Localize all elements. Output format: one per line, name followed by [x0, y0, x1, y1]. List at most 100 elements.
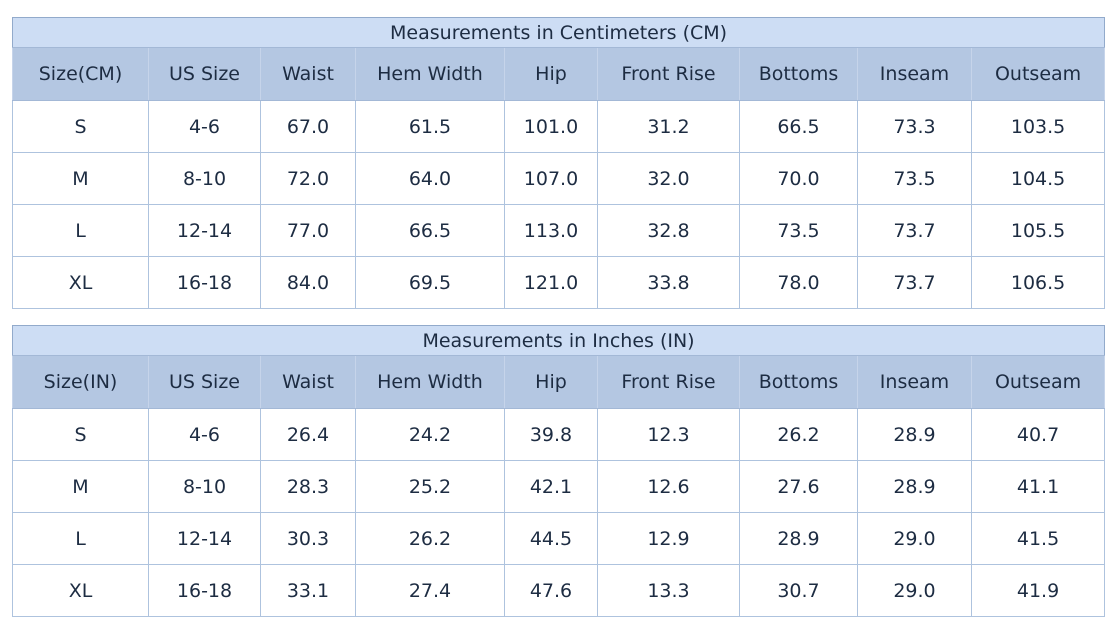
table-cell: 12.3: [597, 408, 740, 461]
table-cell: 27.4: [355, 564, 505, 617]
cm-table-container: Measurements in Centimeters (CM) Size(CM)…: [12, 17, 1106, 309]
column-header: Size(CM): [12, 47, 149, 101]
table-cell: 103.5: [970, 100, 1106, 153]
table-row: M 8-10 28.3 25.2 42.1 12.6 27.6 28.9 41.1: [12, 460, 1106, 513]
table-cell: 31.2: [597, 100, 740, 153]
table-cell: 12-14: [148, 204, 261, 257]
table-row: XL 16-18 84.0 69.5 121.0 33.8 78.0 73.7 106.5: [12, 256, 1106, 309]
table-cell: 64.0: [355, 152, 505, 205]
table-cell: 47.6: [504, 564, 598, 617]
table-cell: 4-6: [148, 408, 261, 461]
column-header: Inseam: [857, 47, 972, 101]
table-cell: 13.3: [597, 564, 740, 617]
table-cell: 106.5: [970, 256, 1106, 309]
table-header-row: Size(CM) US Size Waist Hem Width Hip Front Ri…: [12, 47, 1106, 101]
table-row: L 12-14 30.3 26.2 44.5 12.9 28.9 29.0 41.5: [12, 512, 1106, 565]
table-cell: 28.9: [857, 460, 972, 513]
column-header: Waist: [260, 355, 356, 409]
table-cell: 25.2: [355, 460, 505, 513]
table-cell: 26.4: [260, 408, 356, 461]
size-table-cm: Measurements in Centimeters (CM) Size(CM)…: [12, 17, 1106, 309]
table-cell: 84.0: [260, 256, 356, 309]
table-cell: 28.9: [857, 408, 972, 461]
table-cell: 32.0: [597, 152, 740, 205]
column-header: Hip: [504, 47, 598, 101]
table-title-row: Measurements in Inches (IN): [12, 325, 1105, 356]
table-cell: 78.0: [739, 256, 858, 309]
table-cell: 16-18: [148, 564, 261, 617]
table-cell: 8-10: [148, 460, 261, 513]
table-title-row: Measurements in Centimeters (CM): [12, 17, 1105, 48]
column-header: Waist: [260, 47, 356, 101]
table-cell: L: [12, 204, 149, 257]
column-header: Outseam: [970, 47, 1106, 101]
table-cell: 26.2: [739, 408, 858, 461]
table-cell: L: [12, 512, 149, 565]
table-cell: 16-18: [148, 256, 261, 309]
column-header: Bottoms: [739, 47, 858, 101]
table-cell: 27.6: [739, 460, 858, 513]
table-cell: 41.1: [970, 460, 1106, 513]
table-cell: 77.0: [260, 204, 356, 257]
size-table-in: Measurements in Inches (IN) Size(IN) US Si…: [12, 325, 1106, 617]
table-cell: 67.0: [260, 100, 356, 153]
table-title: Measurements in Centimeters (CM): [12, 17, 1105, 48]
table-cell: 12.9: [597, 512, 740, 565]
table-cell: 39.8: [504, 408, 598, 461]
table-cell: 33.1: [260, 564, 356, 617]
table-cell: XL: [12, 256, 149, 309]
table-cell: 30.3: [260, 512, 356, 565]
table-row: L 12-14 77.0 66.5 113.0 32.8 73.5 73.7 105.5: [12, 204, 1106, 257]
table-cell: 29.0: [857, 564, 972, 617]
table-cell: 70.0: [739, 152, 858, 205]
column-header: Outseam: [970, 355, 1106, 409]
table-cell: 41.5: [970, 512, 1106, 565]
table-cell: 28.3: [260, 460, 356, 513]
table-cell: 121.0: [504, 256, 598, 309]
table-cell: 107.0: [504, 152, 598, 205]
column-header: Hem Width: [355, 47, 505, 101]
column-header: US Size: [148, 47, 261, 101]
column-header: Size(IN): [12, 355, 149, 409]
table-cell: 26.2: [355, 512, 505, 565]
table-row: M 8-10 72.0 64.0 107.0 32.0 70.0 73.5 104.5: [12, 152, 1106, 205]
table-row: S 4-6 26.4 24.2 39.8 12.3 26.2 28.9 40.7: [12, 408, 1106, 461]
table-cell: 8-10: [148, 152, 261, 205]
table-cell: 66.5: [739, 100, 858, 153]
table-cell: 73.7: [857, 204, 972, 257]
column-header: Hip: [504, 355, 598, 409]
table-cell: 12.6: [597, 460, 740, 513]
table-cell: S: [12, 100, 149, 153]
table-cell: 28.9: [739, 512, 858, 565]
table-cell: 73.3: [857, 100, 972, 153]
table-cell: 44.5: [504, 512, 598, 565]
table-cell: 73.7: [857, 256, 972, 309]
table-cell: 33.8: [597, 256, 740, 309]
table-cell: 72.0: [260, 152, 356, 205]
in-table-container: Measurements in Inches (IN) Size(IN) US Si…: [12, 325, 1106, 617]
table-cell: S: [12, 408, 149, 461]
table-cell: 73.5: [739, 204, 858, 257]
table-cell: 24.2: [355, 408, 505, 461]
table-header-row: Size(IN) US Size Waist Hem Width Hip Front Ri…: [12, 355, 1106, 409]
table-cell: 104.5: [970, 152, 1106, 205]
table-cell: 42.1: [504, 460, 598, 513]
table-row: XL 16-18 33.1 27.4 47.6 13.3 30.7 29.0 41.9: [12, 564, 1106, 617]
table-cell: 32.8: [597, 204, 740, 257]
table-cell: 113.0: [504, 204, 598, 257]
table-cell: 66.5: [355, 204, 505, 257]
table-cell: M: [12, 460, 149, 513]
column-header: Front Rise: [597, 47, 740, 101]
table-cell: 61.5: [355, 100, 505, 153]
table-cell: 73.5: [857, 152, 972, 205]
table-cell: 105.5: [970, 204, 1106, 257]
table-cell: 101.0: [504, 100, 598, 153]
table-cell: 40.7: [970, 408, 1106, 461]
table-title: Measurements in Inches (IN): [12, 325, 1105, 356]
table-cell: 69.5: [355, 256, 505, 309]
column-header: Front Rise: [597, 355, 740, 409]
table-cell: M: [12, 152, 149, 205]
table-cell: 4-6: [148, 100, 261, 153]
column-header: US Size: [148, 355, 261, 409]
